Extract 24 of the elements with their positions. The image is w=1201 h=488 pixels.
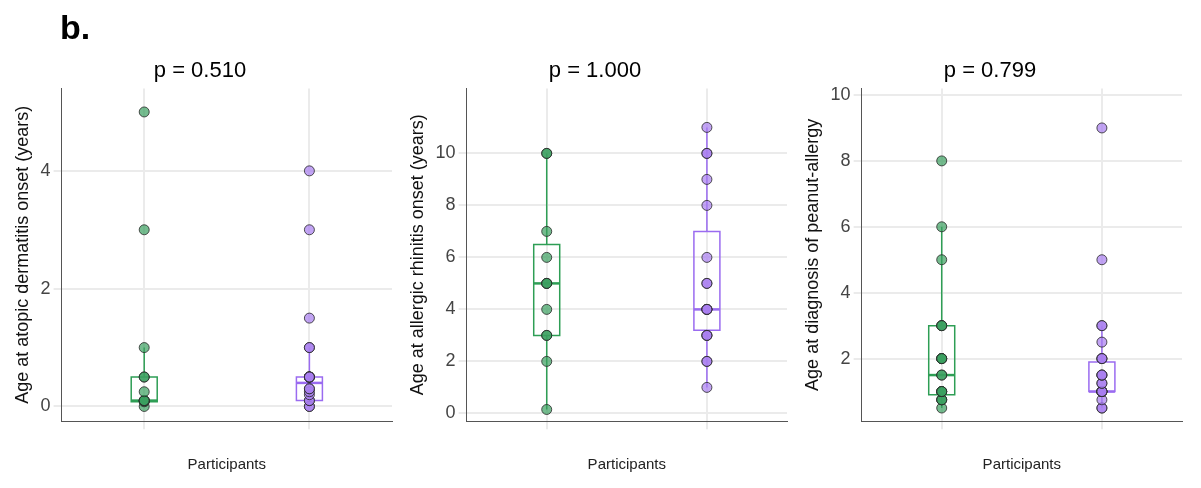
y-tick-label: 0 xyxy=(40,395,51,416)
y-axis-title: Age at diagnosis of peanut-allergy xyxy=(801,118,822,391)
y-axis-title: Age at allergic rhinitis onset (years) xyxy=(406,114,427,396)
y-tick-label: 4 xyxy=(840,281,851,302)
y-tick-label: 6 xyxy=(445,246,456,267)
x-axis-title: Participants xyxy=(982,455,1061,473)
y-tick-label: 2 xyxy=(40,277,51,298)
y-tick-label: 4 xyxy=(40,159,51,180)
y-tick-label: 2 xyxy=(445,350,456,371)
y-tick-label: 6 xyxy=(840,215,851,236)
y-axis-title: Age at atopic dermatitis onset (years) xyxy=(11,105,32,404)
y-tick-label: 0 xyxy=(445,402,456,423)
y-tick-label: 2 xyxy=(840,347,851,368)
text: b. xyxy=(60,8,91,46)
chart-title: p = 0.510 xyxy=(153,57,247,83)
x-axis-title: Participants xyxy=(587,455,666,473)
y-tick-label: 8 xyxy=(445,194,456,215)
y-tick-label: 10 xyxy=(830,83,851,104)
chart-title: p = 1.000 xyxy=(548,57,642,83)
y-tick-label: 10 xyxy=(435,142,456,163)
x-axis-title: Participants xyxy=(187,455,266,473)
chart-title: p = 0.799 xyxy=(943,57,1037,83)
y-tick-label: 8 xyxy=(840,149,851,170)
y-tick-label: 4 xyxy=(445,298,456,319)
